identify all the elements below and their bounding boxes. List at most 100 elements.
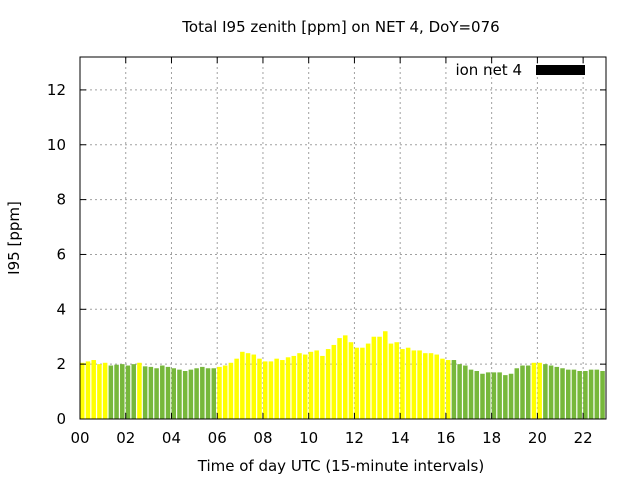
bar <box>257 358 262 419</box>
x-tick-label: 14 <box>391 429 410 447</box>
bar <box>331 344 337 419</box>
bar <box>268 361 274 419</box>
bar <box>537 362 542 419</box>
bar <box>120 364 125 419</box>
bar <box>525 365 531 419</box>
bar <box>108 365 114 419</box>
bar <box>308 351 314 419</box>
bar <box>445 360 451 419</box>
bar <box>337 338 342 419</box>
bar <box>377 336 382 419</box>
chart-title: Total I95 zenith [ppm] on NET 4, DoY=076 <box>181 18 499 36</box>
legend: ion net 4 <box>455 61 585 79</box>
bar <box>560 368 565 419</box>
bar <box>457 364 462 419</box>
bar <box>205 368 211 419</box>
bar <box>503 375 508 419</box>
bar <box>600 371 605 419</box>
bar <box>160 365 165 419</box>
y-tick-label: 12 <box>47 81 66 99</box>
bar <box>485 372 491 419</box>
bar <box>514 368 520 419</box>
x-tick-label: 22 <box>574 429 593 447</box>
bar <box>251 354 257 419</box>
bar <box>491 372 497 419</box>
bar <box>325 349 331 419</box>
x-tick-label: 20 <box>528 429 547 447</box>
bar <box>131 364 136 419</box>
bar <box>360 347 365 419</box>
bar <box>497 372 502 419</box>
bar <box>182 371 188 419</box>
y-tick-label: 8 <box>56 191 66 209</box>
legend-swatch <box>536 65 585 75</box>
bar <box>365 343 371 419</box>
bar <box>571 369 577 419</box>
bar <box>137 362 142 419</box>
bar <box>194 368 199 419</box>
bar <box>262 361 268 419</box>
x-tick-label: 06 <box>208 429 227 447</box>
x-tick-label: 16 <box>436 429 455 447</box>
bar <box>280 360 285 419</box>
bar <box>577 371 582 419</box>
y-tick-label: 2 <box>56 355 66 373</box>
plot-border <box>79 56 607 420</box>
bar <box>480 373 485 419</box>
x-tick-label: 12 <box>345 429 364 447</box>
bar <box>245 353 251 419</box>
bar <box>405 347 411 419</box>
bar <box>440 358 445 419</box>
bar <box>171 368 176 419</box>
x-tick-label: 08 <box>253 429 272 447</box>
y-tick-label: 10 <box>47 136 66 154</box>
x-tick-label: 18 <box>482 429 501 447</box>
bar <box>411 350 417 419</box>
bar <box>80 362 85 419</box>
bar <box>554 366 560 419</box>
x-tick-label: 04 <box>162 429 181 447</box>
bar <box>302 354 308 419</box>
bar <box>291 355 297 419</box>
bar <box>343 335 348 419</box>
bar <box>463 365 468 419</box>
bar <box>114 364 119 419</box>
bar <box>594 369 600 419</box>
y-tick-label: 4 <box>56 300 66 318</box>
bar <box>417 350 422 419</box>
y-tick-label: 0 <box>56 410 66 428</box>
bar <box>400 349 405 419</box>
bar <box>102 362 108 419</box>
bar <box>474 371 480 419</box>
bar <box>200 366 205 419</box>
bar <box>451 360 457 419</box>
y-tick-labels: 0 2 4 6 8 10 12 <box>47 81 66 428</box>
bar <box>97 364 102 419</box>
y-axis-label: I95 [ppm] <box>5 201 23 275</box>
bar <box>125 365 131 419</box>
bar <box>142 366 148 419</box>
bar <box>588 369 594 419</box>
bar <box>468 369 474 419</box>
x-axis-label: Time of day UTC (15-minute intervals) <box>197 457 484 475</box>
bar <box>85 361 91 419</box>
bar <box>434 354 439 419</box>
bar <box>428 353 434 419</box>
bar <box>543 364 548 419</box>
x-tick-label: 10 <box>299 429 318 447</box>
bar <box>188 369 194 419</box>
x-tick-label: 02 <box>116 429 135 447</box>
bar <box>531 362 537 419</box>
legend-label: ion net 4 <box>455 61 522 79</box>
bar <box>320 355 325 419</box>
bar <box>154 368 159 419</box>
bar <box>91 360 96 419</box>
y-tick-label: 6 <box>56 245 66 263</box>
ticks <box>79 57 606 420</box>
bar <box>583 371 588 419</box>
bar <box>217 366 222 419</box>
bar <box>148 366 154 419</box>
bar <box>240 351 245 419</box>
bars <box>80 331 605 419</box>
